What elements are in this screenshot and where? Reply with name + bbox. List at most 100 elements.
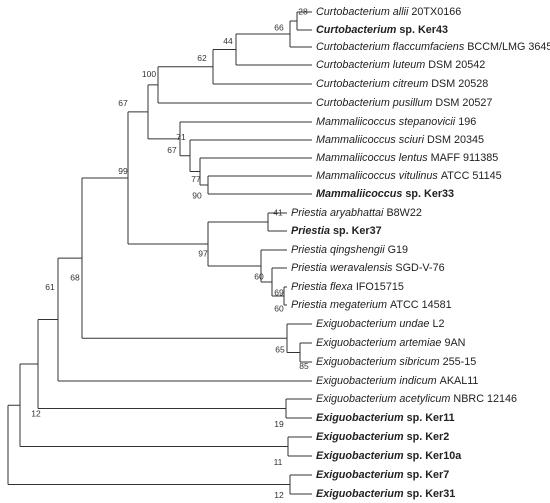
support-value: 11 (274, 457, 283, 467)
leaf-label: Curtobacterium pusillum DSM 20527 (316, 97, 492, 109)
leaf-taxon: Curtobacterium pusillum (316, 97, 432, 109)
support-value: 99 (118, 166, 128, 176)
leaf-label: Curtobacterium citreum DSM 20528 (316, 78, 488, 90)
leaf-strain: sp. Ker43 (399, 24, 448, 36)
leaf-taxon: Exiguobacterium artemiae (316, 337, 441, 349)
leaf-strain: sp. Ker37 (333, 225, 382, 237)
leaf-taxon: Priestia megaterium (291, 299, 387, 311)
leaf-label: Exiguobacterium artemiae 9AN (316, 337, 465, 349)
leaf-label: Curtobacterium flaccumfaciens BCCM/LMG 36… (316, 41, 550, 53)
support-value: 67 (118, 98, 128, 108)
leaf-taxon: Priestia qingshengii (291, 244, 385, 256)
leaf-strain: MAFF 911385 (431, 152, 499, 164)
leaf-label: Priestia weravalensis SGD-V-76 (291, 262, 445, 274)
leaf-taxon: Priestia (291, 225, 330, 237)
leaf-strain: 9AN (444, 337, 465, 349)
leaf-label: Mammaliicoccus stepanovicii 196 (316, 116, 476, 128)
leaf-taxon: Curtobacterium allii (316, 6, 409, 18)
support-value: 41 (273, 207, 283, 217)
leaf-strain: sp. Ker10a (407, 450, 463, 462)
leaf-strain: B8W22 (386, 207, 421, 219)
leaf-strain: 255-15 (443, 356, 477, 368)
leaf-taxon: Exiguobacterium undae (316, 318, 429, 330)
leaf-label: Exiguobacterium sp. Ker10a (316, 450, 462, 462)
leaf-taxon: Mammaliicoccus (316, 188, 402, 200)
leaf-strain: 20TX0166 (411, 6, 461, 18)
leaf-label: Curtobacterium sp. Ker43 (316, 24, 448, 36)
leaf-label: Exiguobacterium sp. Ker11 (316, 412, 455, 424)
leaf-label: Priestia aryabhattai B8W22 (291, 207, 422, 219)
leaf-strain: DSM 20345 (427, 134, 484, 146)
leaf-strain: DSM 20527 (435, 97, 492, 109)
leaf-strain: L2 (432, 318, 444, 330)
leaf-label: Curtobacterium luteum DSM 20542 (316, 59, 485, 71)
support-value: 12 (31, 408, 41, 418)
support-value: 62 (197, 53, 207, 63)
leaf-taxon: Curtobacterium luteum (316, 59, 425, 71)
leaf-strain: DSM 20528 (431, 78, 488, 90)
support-value: 19 (274, 419, 284, 429)
leaf-label: Exiguobacterium undae L2 (316, 318, 444, 330)
leaf-label: Mammaliicoccus sciuri DSM 20345 (316, 134, 484, 146)
leaf-label: Mammaliicoccus sp. Ker33 (316, 188, 454, 200)
leaf-label: Priestia flexa IFO15715 (291, 281, 404, 293)
leaf-taxon: Curtobacterium (316, 24, 397, 36)
leaf-taxon: Exiguobacterium (316, 431, 404, 443)
support-value: 28 (298, 6, 308, 16)
leaf-taxon: Exiguobacterium indicum (316, 375, 437, 387)
leaf-label: Exiguobacterium acetylicum NBRC 12146 (316, 393, 517, 405)
leaf-label: Priestia megaterium ATCC 14581 (291, 299, 452, 311)
support-value: 65 (275, 345, 285, 355)
support-value: 60 (274, 303, 284, 313)
leaf-label: Mammaliicoccus lentus MAFF 911385 (316, 152, 498, 164)
support-value: 67 (167, 145, 177, 155)
leaf-taxon: Exiguobacterium (316, 450, 404, 462)
leaf-strain: NBRC 12146 (453, 393, 517, 405)
leaf-taxon: Exiguobacterium (316, 488, 404, 500)
leaf-taxon: Curtobacterium citreum (316, 78, 428, 90)
leaf-taxon: Priestia aryabhattai (291, 207, 384, 219)
support-value: 100 (142, 69, 156, 79)
leaf-taxon: Curtobacterium flaccumfaciens (316, 41, 465, 53)
leaf-taxon: Mammaliicoccus lentus (316, 152, 428, 164)
support-value: 61 (45, 282, 55, 292)
leaf-taxon: Exiguobacterium sibricum (316, 356, 440, 368)
leaf-strain: DSM 20542 (428, 59, 485, 71)
leaf-label: Mammaliicoccus vitulinus ATCC 51145 (316, 170, 502, 182)
leaf-strain: SGD-V-76 (395, 262, 444, 274)
support-value: 90 (192, 190, 202, 200)
leaf-label: Exiguobacterium sibricum 255-15 (316, 356, 476, 368)
leaf-taxon: Mammaliicoccus stepanovicii (316, 116, 456, 128)
leaf-taxon: Exiguobacterium (316, 469, 404, 481)
leaf-strain: sp. Ker2 (407, 431, 450, 443)
support-value: 69 (274, 287, 284, 297)
leaf-strain: ATCC 14581 (390, 299, 452, 311)
leaf-label: Exiguobacterium indicum AKAL11 (316, 375, 478, 387)
leaf-strain: sp. Ker11 (407, 412, 455, 424)
leaf-label: Priestia sp. Ker37 (291, 225, 382, 237)
leaf-strain: IFO15715 (356, 281, 404, 293)
leaf-strain: sp. Ker7 (407, 469, 450, 481)
leaf-strain: sp. Ker31 (407, 488, 456, 500)
leaf-taxon: Priestia weravalensis (291, 262, 393, 274)
leaf-label: Priestia qingshengii G19 (291, 244, 408, 256)
leaf-label: Exiguobacterium sp. Ker7 (316, 469, 449, 481)
leaf-strain: AKAL11 (440, 375, 479, 387)
leaf-taxon: Exiguobacterium (316, 412, 404, 424)
support-value: 77 (191, 174, 201, 184)
support-value: 97 (198, 248, 208, 258)
leaf-strain: BCCM/LMG 3645 (467, 41, 550, 53)
support-value: 68 (70, 272, 80, 282)
support-value: 85 (299, 361, 309, 371)
support-value: 44 (223, 36, 233, 46)
leaf-taxon: Mammaliicoccus vitulinus (316, 170, 438, 182)
leaf-strain: G19 (388, 244, 408, 256)
support-value: 71 (176, 132, 186, 142)
leaf-taxon: Mammaliicoccus sciuri (316, 134, 425, 146)
leaf-strain: 196 (458, 116, 476, 128)
leaf-label: Curtobacterium allii 20TX0166 (316, 6, 461, 18)
leaf-taxon: Exiguobacterium acetylicum (316, 393, 450, 405)
leaf-strain: ATCC 51145 (441, 170, 502, 182)
support-value: 60 (254, 271, 264, 281)
